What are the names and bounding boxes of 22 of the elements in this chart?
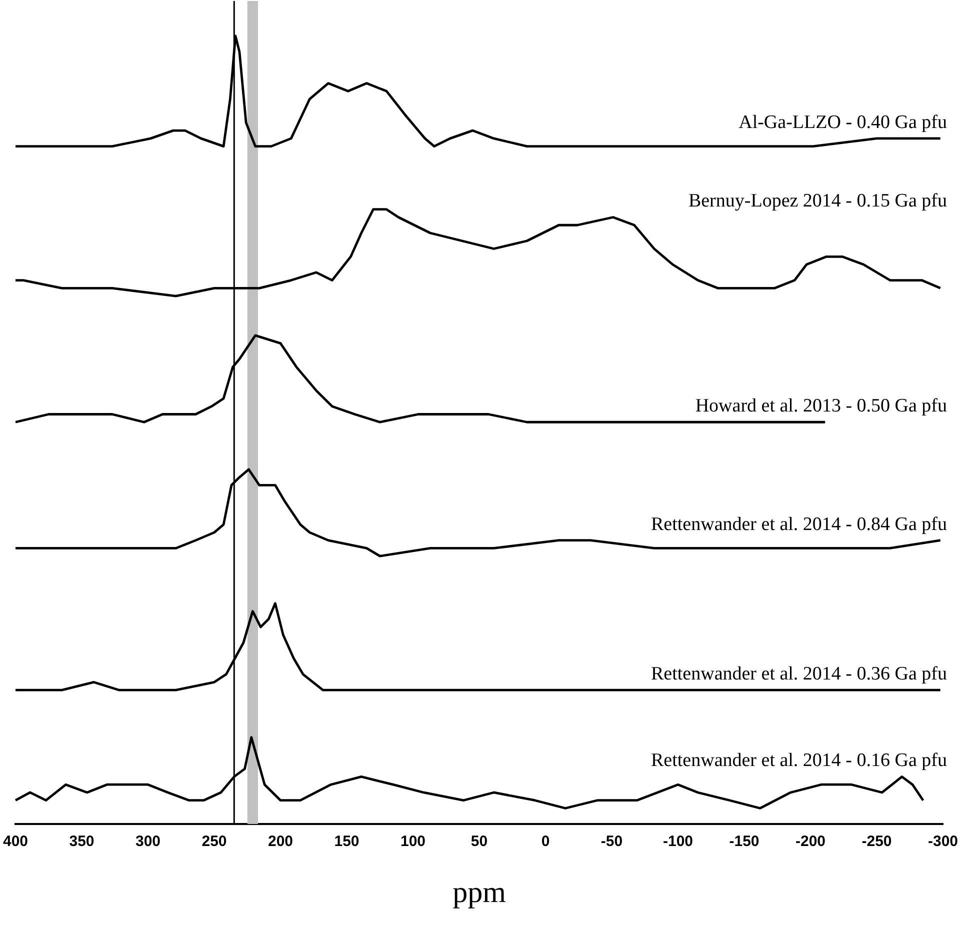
x-tick-label: 0 [541,833,550,850]
x-tick-label: 50 [470,833,488,850]
series-label: Rettenwander et al. 2014 - 0.36 Ga pfu [651,664,948,685]
x-tick-label: -150 [729,833,760,850]
x-tick-label: -300 [928,833,958,850]
x-tick-label: 100 [400,833,426,850]
text: Bernuy-Lopez 2014 - 0.15 Ga pfu [688,190,948,212]
x-tick-label: -100 [662,833,694,850]
x-tick-label: 400 [3,833,28,850]
series-label: Rettenwander et al. 2014 - 0.16 Ga pfu [651,750,948,772]
x-tick-label: 250 [202,833,227,850]
x-axis-title: ppm [452,876,506,909]
x-tick-label: 350 [69,833,94,850]
x-tick-label: 200 [268,833,294,850]
x-tick-label: 300 [135,833,161,850]
x-tick-label: 150 [334,833,360,850]
series-label: Al-Ga-LLZO - 0.40 Ga pfu [738,112,948,133]
x-tick-label: -200 [795,833,826,850]
x-tick-label: -50 [600,833,623,850]
series-label: Rettenwander et al. 2014 - 0.84 Ga pfu [651,514,948,535]
series-label: Howard et al. 2013 - 0.50 Ga pfu [695,396,948,417]
x-tick-label: -250 [862,833,892,850]
